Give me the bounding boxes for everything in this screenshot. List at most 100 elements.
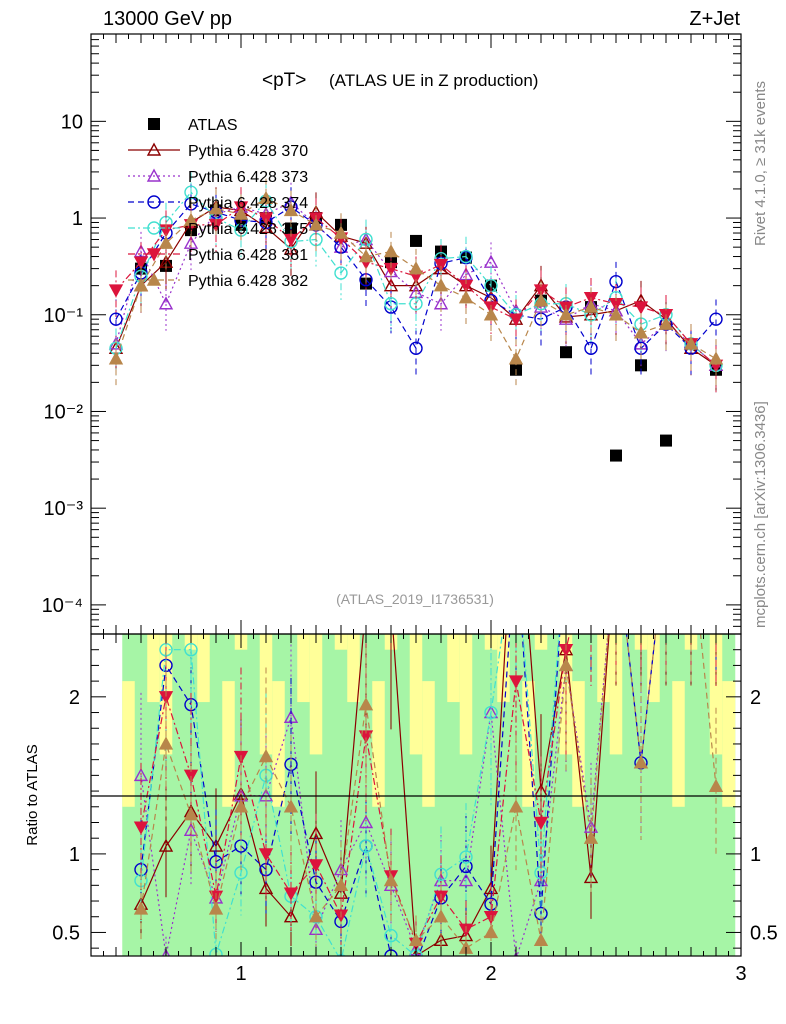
- mc-band-yellow: [722, 681, 736, 807]
- ratio-line-pythia-6-428-374: [140, 634, 657, 956]
- ratio-y-tick-label-left: 0.5: [52, 922, 80, 944]
- ratio-point-pythia-6-428-382: [133, 901, 149, 915]
- data-point-pythia-6-428-381: [433, 258, 449, 273]
- data-point-pythia-6-428-382: [508, 351, 524, 365]
- ratio-point-pythia-6-428-374: [710, 534, 722, 546]
- ratio-point-pythia-6-428-382: [358, 697, 374, 711]
- mc-band-green: [447, 634, 461, 956]
- ratio-point-pythia-6-428-375: [585, 534, 597, 546]
- ratio-point-pythia-6-428-370: [483, 880, 499, 895]
- ratio-point-pythia-6-428-382: [233, 799, 249, 813]
- ratio-point-pythia-6-428-374: [585, 534, 597, 546]
- data-point-pythia-6-428-373: [158, 296, 174, 310]
- ratio-point-pythia-6-428-375: [459, 850, 473, 864]
- data-point-pythia-6-428-381: [108, 284, 124, 298]
- legend-label-atlas: ATLAS: [188, 117, 238, 134]
- data-point-pythia-6-428-382: [633, 325, 649, 339]
- ratio-y-tick-label-left: 1: [69, 844, 80, 866]
- ratio-point-pythia-6-428-375: [484, 705, 498, 720]
- legend-marker-pythia-6-428-382: [146, 272, 162, 286]
- legend-label-pythia-6-428-381: Pythia 6.428 381: [188, 247, 308, 264]
- analysis-watermark: (ATLAS_2019_I1736531): [336, 591, 494, 607]
- ratio-point-pythia-6-428-381: [635, 535, 647, 546]
- ratio-point-pythia-6-428-370: [610, 534, 622, 545]
- mc-band-green: [472, 634, 486, 956]
- mc-band-yellow: [447, 634, 461, 703]
- data-point-pythia-6-428-382: [433, 278, 449, 292]
- rivet-version-label: Rivet 4.1.0, ≥ 31k events: [752, 81, 769, 246]
- mc-band-yellow: [122, 681, 136, 807]
- ratio-point-pythia-6-428-381: [710, 535, 722, 546]
- data-point-pythia-6-428-373: [183, 235, 199, 249]
- ratio-point-pythia-6-428-374: [560, 534, 572, 546]
- legend-marker-pythia-6-428-370: [146, 142, 162, 156]
- header-left-title: 13000 GeV pp: [103, 8, 232, 30]
- ratio-point-pythia-6-428-375: [710, 534, 722, 546]
- ratio-point-pythia-6-428-375: [184, 643, 198, 657]
- ratio-point-pythia-6-428-382: [183, 807, 199, 821]
- mc-band-yellow: [422, 681, 436, 807]
- ratio-point-pythia-6-428-382: [583, 830, 599, 844]
- ratio-point-pythia-6-428-382: [258, 749, 274, 763]
- data-point-pythia-6-428-382: [358, 249, 374, 263]
- ratio-point-pythia-6-428-382: [283, 799, 299, 813]
- ratio-point-pythia-6-428-373: [660, 534, 672, 545]
- data-point-pythia-6-428-382: [458, 290, 474, 304]
- data-point-pythia-6-428-374: [109, 312, 123, 326]
- data-point-pythia-6-428-382: [683, 336, 699, 350]
- mc-band-yellow: [672, 681, 686, 807]
- data-point-pythia-6-428-382: [533, 293, 549, 307]
- mc-band-yellow: [272, 681, 286, 807]
- ratio-point-pythia-6-428-374: [459, 859, 473, 874]
- ratio-point-pythia-6-428-375: [510, 534, 522, 546]
- ratio-line-pythia-6-428-375: [140, 634, 560, 956]
- data-point-pythia-6-428-382: [258, 190, 274, 205]
- ratio-point-pythia-6-428-374: [413, 955, 419, 956]
- legend-label-pythia-6-428-373: Pythia 6.428 373: [188, 169, 308, 186]
- data-point-pythia-6-428-382: [108, 351, 124, 365]
- ratio-point-pythia-6-428-373: [183, 822, 199, 837]
- data-point-pythia-6-428-382: [208, 201, 224, 215]
- legend-label-pythia-6-428-375: Pythia 6.428 375: [188, 221, 308, 238]
- header-right-title: Z+Jet: [689, 8, 740, 30]
- mc-band-yellow: [197, 634, 211, 703]
- data-point-pythia-6-428-381: [633, 301, 649, 315]
- ratio-point-pythia-6-428-375: [359, 839, 373, 853]
- ratio-point-pythia-6-428-373: [358, 815, 374, 829]
- ratio-point-pythia-6-428-375: [635, 534, 647, 546]
- x-tick-label: 3: [735, 963, 746, 985]
- data-point-atlas: [410, 234, 422, 247]
- ratio-y-tick-label-left: 2: [69, 687, 80, 709]
- data-point-pythia-6-428-381: [508, 313, 524, 327]
- data-point-pythia-6-428-382: [583, 299, 599, 313]
- data-point-pythia-6-428-375: [184, 185, 198, 199]
- ratio-point-pythia-6-428-370: [510, 455, 522, 466]
- mcplots-credit-label: mcplots.cern.ch [arXiv:1306.3436]: [752, 401, 769, 628]
- data-point-pythia-6-428-375: [384, 297, 398, 311]
- mc-band-yellow: [297, 634, 311, 703]
- data-point-pythia-6-428-382: [308, 217, 324, 231]
- mc-band-yellow: [459, 634, 473, 755]
- data-point-atlas: [660, 434, 672, 447]
- legend-label-pythia-6-428-370: Pythia 6.428 370: [188, 143, 308, 160]
- ratio-point-pythia-6-428-382: [633, 755, 649, 769]
- y-tick-label: 10⁻³: [44, 498, 84, 520]
- ratio-line-pythia-6-428-370: [140, 634, 610, 956]
- mc-band-green: [147, 634, 161, 956]
- mc-band-green: [647, 634, 661, 956]
- ratio-point-pythia-6-428-382: [433, 909, 449, 923]
- data-point-pythia-6-428-382: [158, 235, 174, 249]
- data-point-pythia-6-428-382: [708, 351, 724, 365]
- data-point-pythia-6-428-374: [709, 312, 723, 326]
- ratio-point-pythia-6-428-381: [685, 535, 697, 546]
- data-point-pythia-6-428-382: [233, 206, 249, 220]
- data-point-pythia-6-428-375: [334, 266, 348, 280]
- ratio-point-pythia-6-428-382: [308, 909, 324, 923]
- mc-band-yellow: [147, 634, 161, 703]
- ratio-point-pythia-6-428-382: [383, 873, 399, 887]
- ratio-point-pythia-6-428-382: [158, 736, 174, 750]
- mc-band-green: [659, 634, 673, 956]
- mc-band-yellow: [222, 681, 236, 807]
- legend-marker-pythia-6-428-373: [146, 168, 162, 182]
- ratio-point-pythia-6-428-375: [610, 534, 622, 546]
